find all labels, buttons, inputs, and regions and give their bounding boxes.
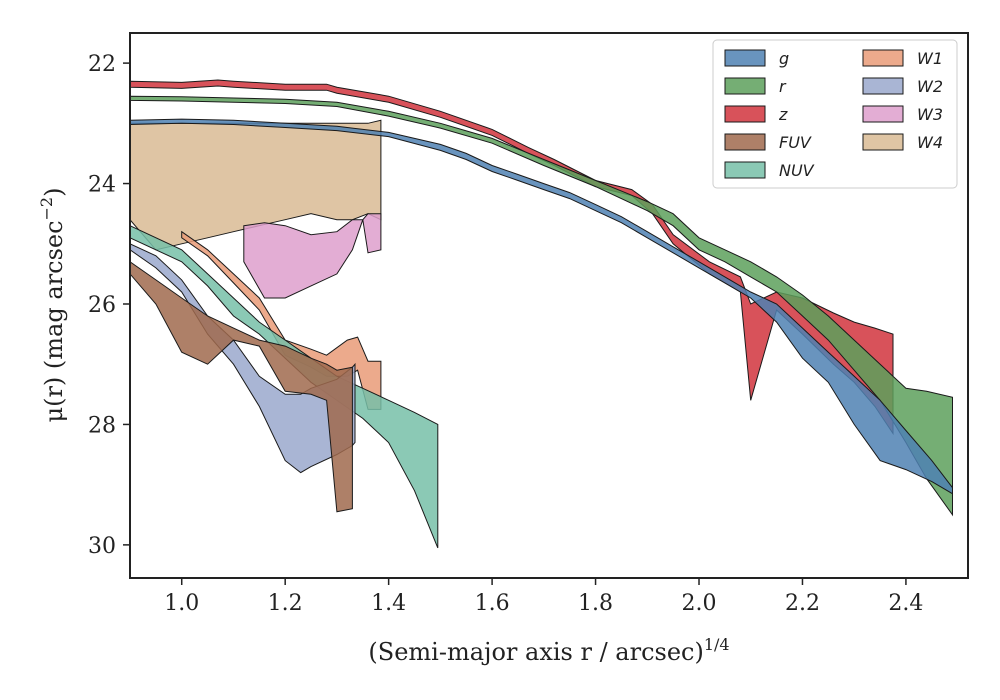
legend-label-w1: W1 xyxy=(917,49,943,68)
legend-swatch-g xyxy=(724,49,766,67)
x-tick-label: 2.4 xyxy=(888,591,923,616)
legend-swatch-w3 xyxy=(862,105,904,123)
y-tick-label: 22 xyxy=(88,52,116,77)
x-axis-label: (Semi-major axis r / arcsec)1/4 xyxy=(368,635,729,666)
band-fuv xyxy=(130,261,353,513)
y-tick-label: 26 xyxy=(88,293,116,318)
legend-label-g: g xyxy=(779,49,789,68)
legend-swatch-w1 xyxy=(862,49,904,67)
legend-label-nuv: NUV xyxy=(779,161,815,180)
x-tick-label: 1.6 xyxy=(475,591,510,616)
legend-label-w4: W4 xyxy=(917,133,943,152)
x-tick-label: 1.8 xyxy=(578,591,613,616)
band-r xyxy=(130,95,953,517)
legend-box xyxy=(712,39,958,189)
y-tick-label: 24 xyxy=(88,173,116,198)
legend-swatch-w2 xyxy=(862,77,904,95)
legend-label-r: r xyxy=(779,77,787,96)
plot-frame xyxy=(129,32,969,579)
legend-swatch-z xyxy=(724,105,766,123)
x-tick-label: 1.0 xyxy=(164,591,199,616)
legend-swatch-r xyxy=(724,77,766,95)
x-tick-label: 2.0 xyxy=(682,591,717,616)
legend-label-w3: W3 xyxy=(917,105,943,124)
x-tick-label: 1.2 xyxy=(268,591,303,616)
band-g xyxy=(130,118,953,495)
x-tick-label: 2.2 xyxy=(785,591,820,616)
band-w3 xyxy=(243,213,382,299)
band-nuv xyxy=(130,225,439,549)
legend-swatch-fuv xyxy=(724,133,766,151)
legend-label-fuv: FUV xyxy=(779,133,812,152)
y-tick-label: 28 xyxy=(88,413,116,438)
y-axis: 22 24 26 28 30 xyxy=(88,52,130,559)
legend: grz FUV NUV W1 W2 W3 W4 xyxy=(712,39,958,189)
legend-label-z: z xyxy=(778,105,788,124)
y-tick-label: 30 xyxy=(88,534,116,559)
x-tick-label: 1.4 xyxy=(371,591,406,616)
legend-swatch-nuv xyxy=(724,161,766,179)
legend-label-w2: W2 xyxy=(917,77,943,96)
y-axis-label: μ(r) (mag arcsec−2) xyxy=(37,188,68,423)
legend-swatch-w4 xyxy=(862,133,904,151)
x-axis: 1.0 1.2 1.4 1.6 1.8 2.0 2.2 2.4 xyxy=(164,578,923,616)
band-layer xyxy=(130,79,953,549)
